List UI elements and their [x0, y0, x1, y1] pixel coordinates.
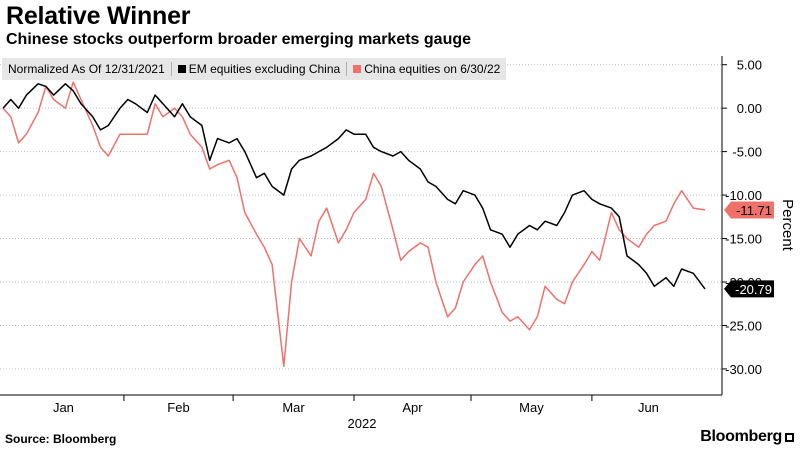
y-tick-label: -10.00 [725, 188, 762, 203]
x-tick-label: Mar [282, 400, 305, 415]
y-tick-label: -15.00 [725, 232, 762, 247]
source-note: Source: Bloomberg [5, 432, 117, 446]
legend-swatch-em [177, 65, 186, 73]
last-value-label-em: -20.79 [735, 282, 772, 297]
y-tick-label: -25.00 [725, 318, 762, 333]
x-tick-label: May [519, 400, 544, 415]
legend-label-em: EM equities excluding China [188, 62, 341, 76]
legend-label-china: China equities on 6/30/22 [364, 62, 501, 76]
y-tick-label: -30.00 [725, 362, 762, 377]
y-tick-label: -5.00 [732, 145, 762, 160]
last-value-badge-china [724, 201, 774, 219]
brand-logo: Bloomberg [700, 428, 794, 446]
y-tick-label: 5.00 [737, 58, 762, 73]
y-axis-title: Percent [779, 199, 796, 252]
x-tick-label: Apr [402, 400, 423, 415]
legend-divider [346, 62, 348, 76]
legend-item-em: EM equities excluding China [177, 62, 341, 76]
chart-subtitle: Chinese stocks outperform broader emergi… [6, 31, 472, 48]
series-line-china [2, 81, 706, 368]
y-tick-label: 0.00 [737, 101, 762, 116]
legend-note: Normalized As Of 12/31/2021 [8, 62, 165, 76]
x-tick-label: Feb [167, 400, 189, 415]
legend-item-china: China equities on 6/30/22 [353, 62, 500, 76]
legend-divider [170, 62, 172, 76]
brand-mark-icon [785, 432, 794, 442]
last-value-badge-em [724, 280, 774, 298]
x-axis-title: 2022 [348, 416, 377, 431]
chart-title: Relative Winner [6, 2, 191, 30]
series-line-em [2, 83, 706, 290]
legend: Normalized As Of 12/31/2021 EM equities … [2, 58, 507, 80]
legend-swatch-china [353, 65, 362, 73]
x-tick-label: Jun [638, 400, 659, 415]
brand-wordmark: Bloomberg [700, 428, 782, 445]
x-tick-label: Jan [53, 400, 74, 415]
last-value-label-china: -11.71 [736, 203, 772, 218]
